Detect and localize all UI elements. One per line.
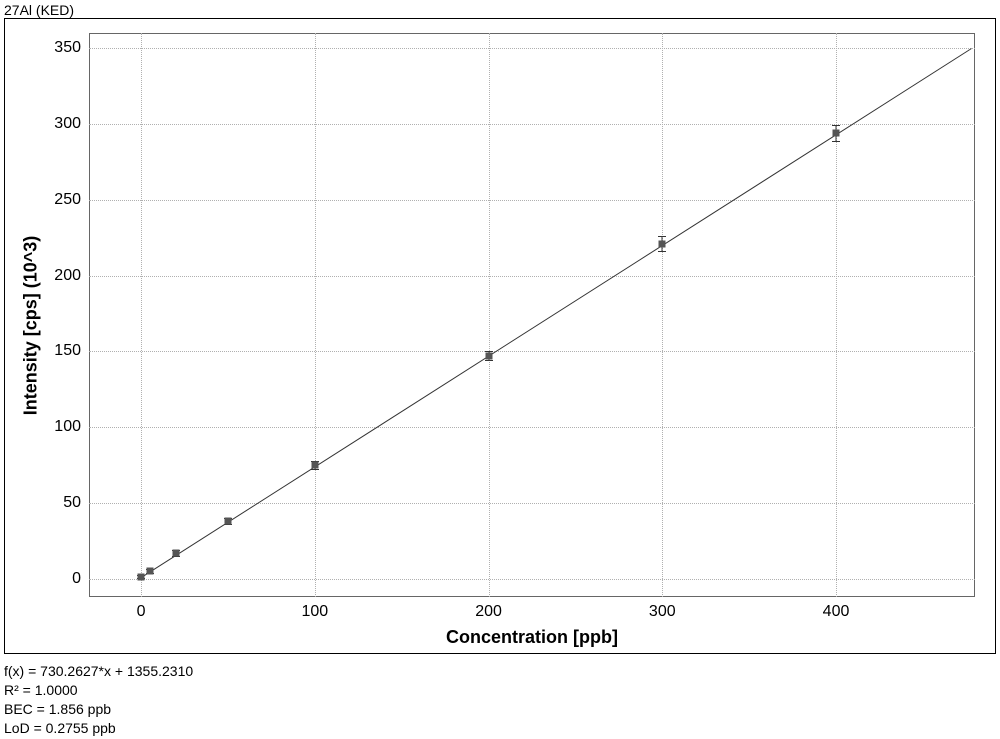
x-tick-label: 100 bbox=[301, 603, 328, 621]
grid-line-v bbox=[836, 33, 837, 597]
error-cap bbox=[832, 141, 840, 142]
error-cap bbox=[658, 236, 666, 237]
fit-stats: f(x) = 730.2627*x + 1355.2310 R² = 1.000… bbox=[4, 662, 193, 738]
error-cap bbox=[485, 360, 493, 361]
y-tick-label: 100 bbox=[54, 418, 81, 436]
data-point bbox=[146, 568, 153, 575]
chart-header: 27Al (KED) bbox=[4, 2, 74, 18]
x-tick-label: 0 bbox=[137, 603, 146, 621]
grid-line-h bbox=[89, 200, 975, 201]
stat-rsquared: R² = 1.0000 bbox=[4, 681, 193, 700]
plot-border bbox=[89, 33, 975, 597]
grid-line-v bbox=[315, 33, 316, 597]
plot-area: 0100200300400050100150200250300350 bbox=[89, 33, 975, 597]
data-point bbox=[224, 518, 231, 525]
y-tick-label: 200 bbox=[54, 267, 81, 285]
grid-line-h bbox=[89, 276, 975, 277]
grid-line-v bbox=[489, 33, 490, 597]
data-point bbox=[485, 352, 492, 359]
chart-frame: 0100200300400050100150200250300350 Conce… bbox=[4, 18, 996, 654]
y-tick-label: 300 bbox=[54, 115, 81, 133]
data-point bbox=[833, 130, 840, 137]
y-tick-label: 50 bbox=[63, 494, 81, 512]
y-tick-label: 0 bbox=[72, 570, 81, 588]
data-point bbox=[172, 550, 179, 557]
data-point bbox=[138, 573, 145, 580]
data-point bbox=[311, 462, 318, 469]
grid-line-v bbox=[662, 33, 663, 597]
grid-line-h bbox=[89, 351, 975, 352]
y-tick-label: 350 bbox=[54, 39, 81, 57]
stat-lod: LoD = 0.2755 ppb bbox=[4, 719, 193, 738]
x-tick-label: 200 bbox=[475, 603, 502, 621]
stat-equation: f(x) = 730.2627*x + 1355.2310 bbox=[4, 662, 193, 681]
stat-bec: BEC = 1.856 ppb bbox=[4, 700, 193, 719]
data-point bbox=[659, 240, 666, 247]
grid-line-v bbox=[141, 33, 142, 597]
y-axis-label: Intensity [cps] (10^3) bbox=[21, 236, 42, 416]
error-cap bbox=[832, 125, 840, 126]
y-tick-label: 150 bbox=[54, 342, 81, 360]
y-tick-label: 250 bbox=[54, 191, 81, 209]
error-cap bbox=[311, 469, 319, 470]
x-tick-label: 400 bbox=[823, 603, 850, 621]
x-axis-label: Concentration [ppb] bbox=[446, 627, 618, 648]
grid-line-h bbox=[89, 427, 975, 428]
x-tick-label: 300 bbox=[649, 603, 676, 621]
grid-line-h bbox=[89, 124, 975, 125]
grid-line-h bbox=[89, 48, 975, 49]
error-cap bbox=[658, 251, 666, 252]
grid-line-h bbox=[89, 579, 975, 580]
grid-line-h bbox=[89, 503, 975, 504]
